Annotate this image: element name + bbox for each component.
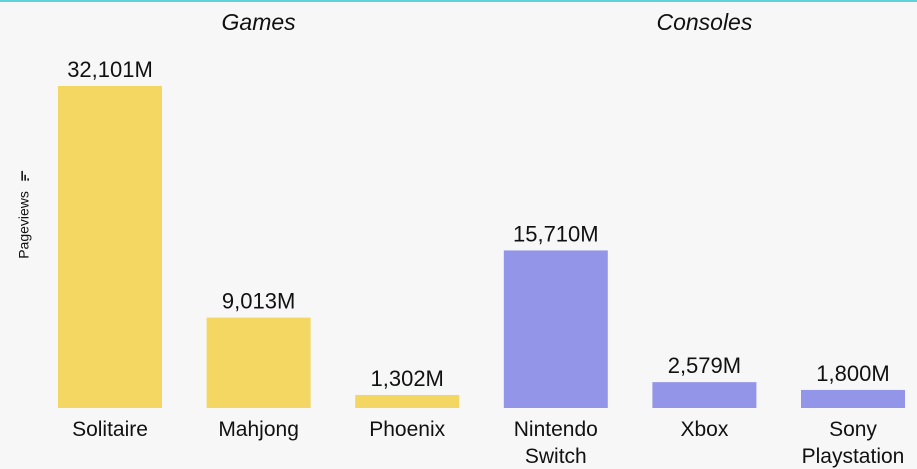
value-label: 15,710M xyxy=(513,221,599,246)
category-label-line: Mahjong xyxy=(218,418,299,441)
value-label: 2,579M xyxy=(668,353,741,378)
value-label: 9,013M xyxy=(222,289,295,314)
group-title: Consoles xyxy=(656,9,752,35)
group-title: Games xyxy=(222,9,297,35)
category-label-line: Playstation xyxy=(802,445,905,468)
value-label: 32,101M xyxy=(67,57,153,82)
category-label: Nintendo Switch xyxy=(514,418,598,468)
bar-games-2 xyxy=(206,317,311,408)
category-label: Sony Playstation xyxy=(802,418,905,468)
value-label: 1,800M xyxy=(816,361,889,386)
category-label-line: Nintendo xyxy=(514,418,598,441)
category-label-line: Solitaire xyxy=(72,418,148,441)
category-label: Solitaire xyxy=(72,418,148,441)
category-label-line: Sony xyxy=(829,418,877,441)
bar-games-3 xyxy=(355,394,460,408)
y-axis-label: Pageviews xyxy=(15,171,32,259)
bar-games-1 xyxy=(58,86,162,408)
category-label-line: Switch xyxy=(525,445,587,468)
category-label: Xbox xyxy=(680,418,728,441)
category-label: Phoenix xyxy=(369,418,445,441)
category-label-line: Phoenix xyxy=(369,418,445,441)
top-border xyxy=(0,0,917,2)
category-label: Mahjong xyxy=(218,418,299,441)
y-axis-label-container: Pageviews xyxy=(10,150,38,280)
bar-consoles-1 xyxy=(503,250,608,408)
bar-consoles-2 xyxy=(652,382,757,408)
bar-consoles-3 xyxy=(801,389,905,408)
bar-chart-icon xyxy=(17,171,33,182)
value-label: 1,302M xyxy=(371,366,444,391)
category-label-line: Xbox xyxy=(680,418,728,441)
